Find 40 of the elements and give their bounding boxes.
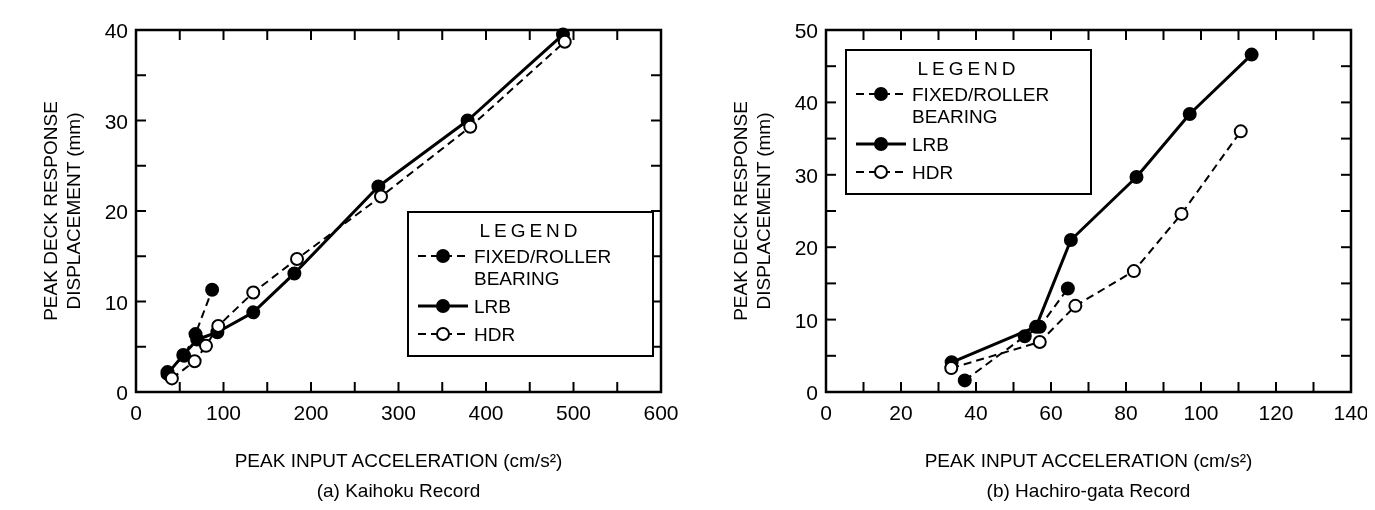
x-tick-label: 40 — [964, 401, 988, 424]
text: (b) Hachiro-gata Record — [986, 480, 1191, 501]
x-tick-label: 80 — [1114, 401, 1138, 424]
x-tick-label: 60 — [1039, 401, 1063, 424]
y-tick-label: 10 — [794, 308, 818, 332]
x-tick-label: 400 — [468, 401, 504, 424]
y-tick-label: 30 — [794, 163, 818, 187]
x-tick-label: 100 — [1183, 401, 1219, 424]
y-tick-label: 10 — [104, 290, 128, 314]
y-tick-label: 50 — [794, 19, 818, 42]
legend-label: LRB — [912, 134, 949, 155]
y-tick-label: 30 — [104, 109, 128, 133]
legend-label: LRB — [474, 296, 511, 317]
x-axis-title: PEAK INPUT ACCELERATION (cm/s²) — [234, 450, 563, 471]
text: (a) Kaihoku Record — [316, 480, 481, 501]
legend-label: HDR — [912, 162, 954, 183]
y-tick-label: 20 — [794, 236, 818, 260]
legend-label: FIXED/ROLLER BEARING — [912, 84, 1050, 127]
x-tick-label: 140 — [1333, 401, 1369, 424]
x-axis-title: PEAK INPUT ACCELERATION (cm/s²) — [924, 450, 1253, 471]
y-tick-label: 40 — [104, 19, 128, 42]
legend-label: FIXED/ROLLER BEARING — [474, 246, 612, 289]
x-tick-label: 0 — [130, 401, 142, 424]
y-axis-title: PEAK DECK RESPONSE DISPLACEMENT (mm) — [39, 101, 84, 321]
y-tick-label: 0 — [806, 381, 818, 404]
x-tick-label: 100 — [205, 401, 242, 424]
y-axis-title: PEAK DECK RESPONSE DISPLACEMENT (mm) — [729, 101, 774, 321]
x-tick-label: 200 — [293, 401, 329, 424]
x-tick-label: 120 — [1258, 401, 1294, 424]
legend-title: LEGEND — [917, 58, 1020, 79]
x-tick-label: 600 — [643, 401, 679, 424]
y-tick-label: 40 — [794, 91, 818, 115]
legend-title: LEGEND — [479, 220, 582, 241]
y-tick-label: 0 — [116, 381, 128, 404]
x-tick-label: 20 — [889, 401, 913, 424]
y-tick-label: 20 — [104, 200, 128, 223]
x-tick-label: 500 — [555, 401, 592, 424]
legend-label: HDR — [474, 324, 516, 345]
x-tick-label: 300 — [380, 401, 417, 424]
x-tick-label: 0 — [820, 401, 832, 424]
